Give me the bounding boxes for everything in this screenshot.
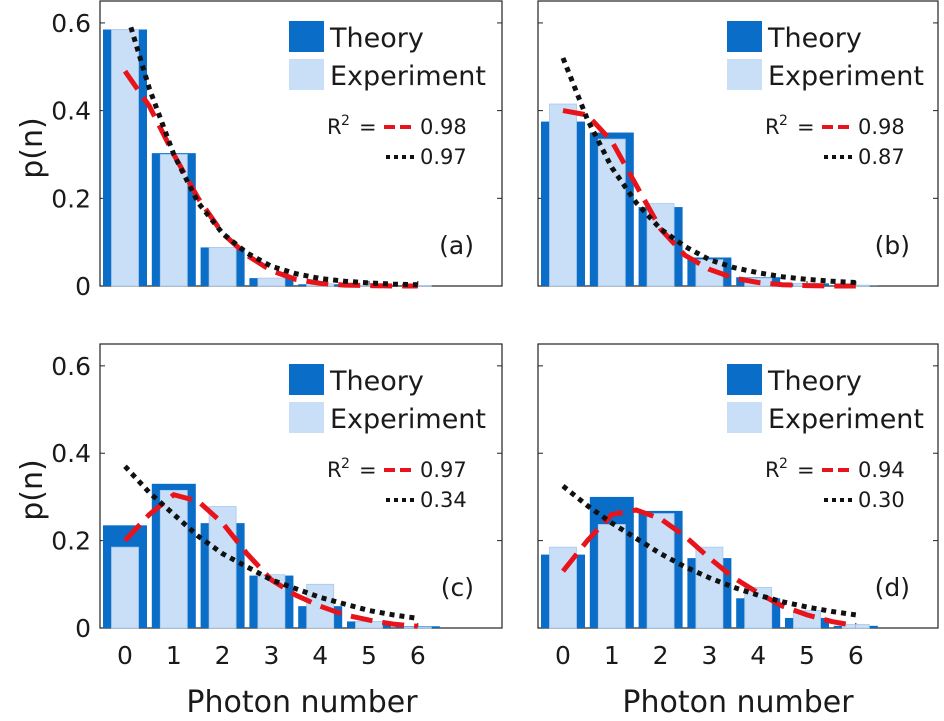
ytick-label: 0.2	[51, 527, 91, 556]
fit-dotted-line	[128, 26, 418, 288]
fit-dashed-line	[123, 491, 419, 629]
fit-dotted-line	[560, 57, 856, 285]
experiment-bar	[549, 103, 577, 287]
xtick-label: 6	[848, 641, 864, 670]
legend-experiment-swatch	[289, 59, 324, 90]
xtick-label: 5	[361, 641, 377, 670]
r2-equals: =	[359, 458, 377, 482]
panel-label: (c)	[441, 573, 474, 602]
legend-experiment-label: Experiment	[330, 61, 486, 92]
r2-equals: =	[797, 458, 815, 482]
legend-experiment-swatch	[727, 59, 762, 90]
r2-label: R	[327, 115, 342, 139]
ytick-label: 0.4	[51, 97, 91, 126]
xtick-label: 4	[312, 641, 328, 670]
experiment-bar	[208, 247, 237, 287]
experiment-bar	[159, 489, 188, 629]
experiment-bar	[111, 29, 139, 287]
xtick-label: 0	[117, 641, 133, 670]
xlabel-left: Photon number	[186, 685, 418, 720]
experiment-bar	[841, 624, 870, 629]
legend-experiment-swatch	[727, 402, 762, 433]
panel-label: (a)	[439, 231, 474, 260]
legend-theory-label: Theory	[329, 366, 424, 397]
experiment-bar	[208, 506, 237, 629]
xtick-label: 0	[555, 641, 571, 670]
panel-a: 0 0.2 0.4 0.6 Theory Experiment R 2 = 0.98 0.97 (a)	[51, 0, 503, 301]
xtick-label: 2	[215, 641, 231, 670]
legend-experiment-label: Experiment	[768, 404, 924, 435]
r2-label: R	[327, 458, 342, 482]
r2-dotted-value: 0.87	[858, 145, 905, 169]
experiment-bar	[111, 546, 139, 629]
experiment-bar	[597, 138, 626, 287]
ytick-label: 0.6	[51, 352, 91, 381]
r2-dotted-value: 0.30	[858, 488, 905, 512]
xtick-label: 5	[799, 641, 815, 670]
ytick-label: 0.2	[51, 184, 91, 213]
ytick-label: 0.6	[51, 9, 91, 38]
r2-superscript: 2	[779, 113, 788, 129]
fit-dashed-line	[561, 507, 857, 629]
r2-dashed-value: 0.98	[858, 115, 905, 139]
fit-dashed-line	[562, 108, 856, 289]
legend-theory-swatch	[727, 364, 762, 395]
legend-theory-swatch	[727, 21, 762, 52]
legend-theory-swatch	[289, 364, 324, 395]
xtick-label: 3	[263, 641, 279, 670]
xtick-label: 6	[410, 641, 426, 670]
xtick-label: 3	[701, 641, 717, 670]
r2-equals: =	[359, 115, 377, 139]
legend-theory-label: Theory	[767, 366, 862, 397]
legend-experiment-label: Experiment	[768, 61, 924, 92]
xlabel-right: Photon number	[622, 685, 854, 720]
r2-dotted-value: 0.97	[420, 145, 467, 169]
legend-theory-swatch	[289, 21, 324, 52]
legend-experiment-swatch	[289, 402, 324, 433]
xtick-label: 1	[166, 641, 182, 670]
legend-theory-label: Theory	[329, 23, 424, 54]
r2-dashed-value: 0.98	[420, 115, 467, 139]
experiment-bar	[403, 626, 432, 629]
xtick-label: 2	[653, 641, 669, 670]
r2-superscript: 2	[341, 456, 350, 472]
ytick-label: 0	[75, 614, 91, 643]
r2-dotted-value: 0.34	[420, 488, 467, 512]
experiment-bar	[597, 524, 626, 629]
experiment-bar	[646, 513, 675, 629]
legend-theory-label: Theory	[767, 23, 862, 54]
r2-equals: =	[797, 115, 815, 139]
legend-experiment-label: Experiment	[330, 404, 486, 435]
experiment-bar	[257, 277, 286, 287]
ytick-label: 0.4	[51, 439, 91, 468]
ylabel-bottom: p(n)	[15, 459, 50, 520]
r2-label: R	[765, 458, 780, 482]
panel-label: (d)	[875, 573, 910, 602]
r2-dashed-value: 0.94	[858, 458, 905, 482]
ytick-label: 0	[75, 272, 91, 301]
ylabel-top: p(n)	[15, 117, 50, 178]
r2-label: R	[765, 115, 780, 139]
panel-label: (b)	[875, 231, 910, 260]
experiment-bar	[306, 583, 335, 629]
xtick-label: 4	[750, 641, 766, 670]
fit-dotted-line	[561, 484, 857, 618]
experiment-bar	[695, 546, 724, 629]
r2-superscript: 2	[341, 113, 350, 129]
xtick-label: 1	[604, 641, 620, 670]
panel-b: Theory Experiment R 2 = 0.98 0.87 (b)	[537, 0, 939, 289]
experiment-bar	[159, 154, 188, 287]
r2-superscript: 2	[779, 456, 788, 472]
r2-dashed-value: 0.97	[420, 458, 467, 482]
